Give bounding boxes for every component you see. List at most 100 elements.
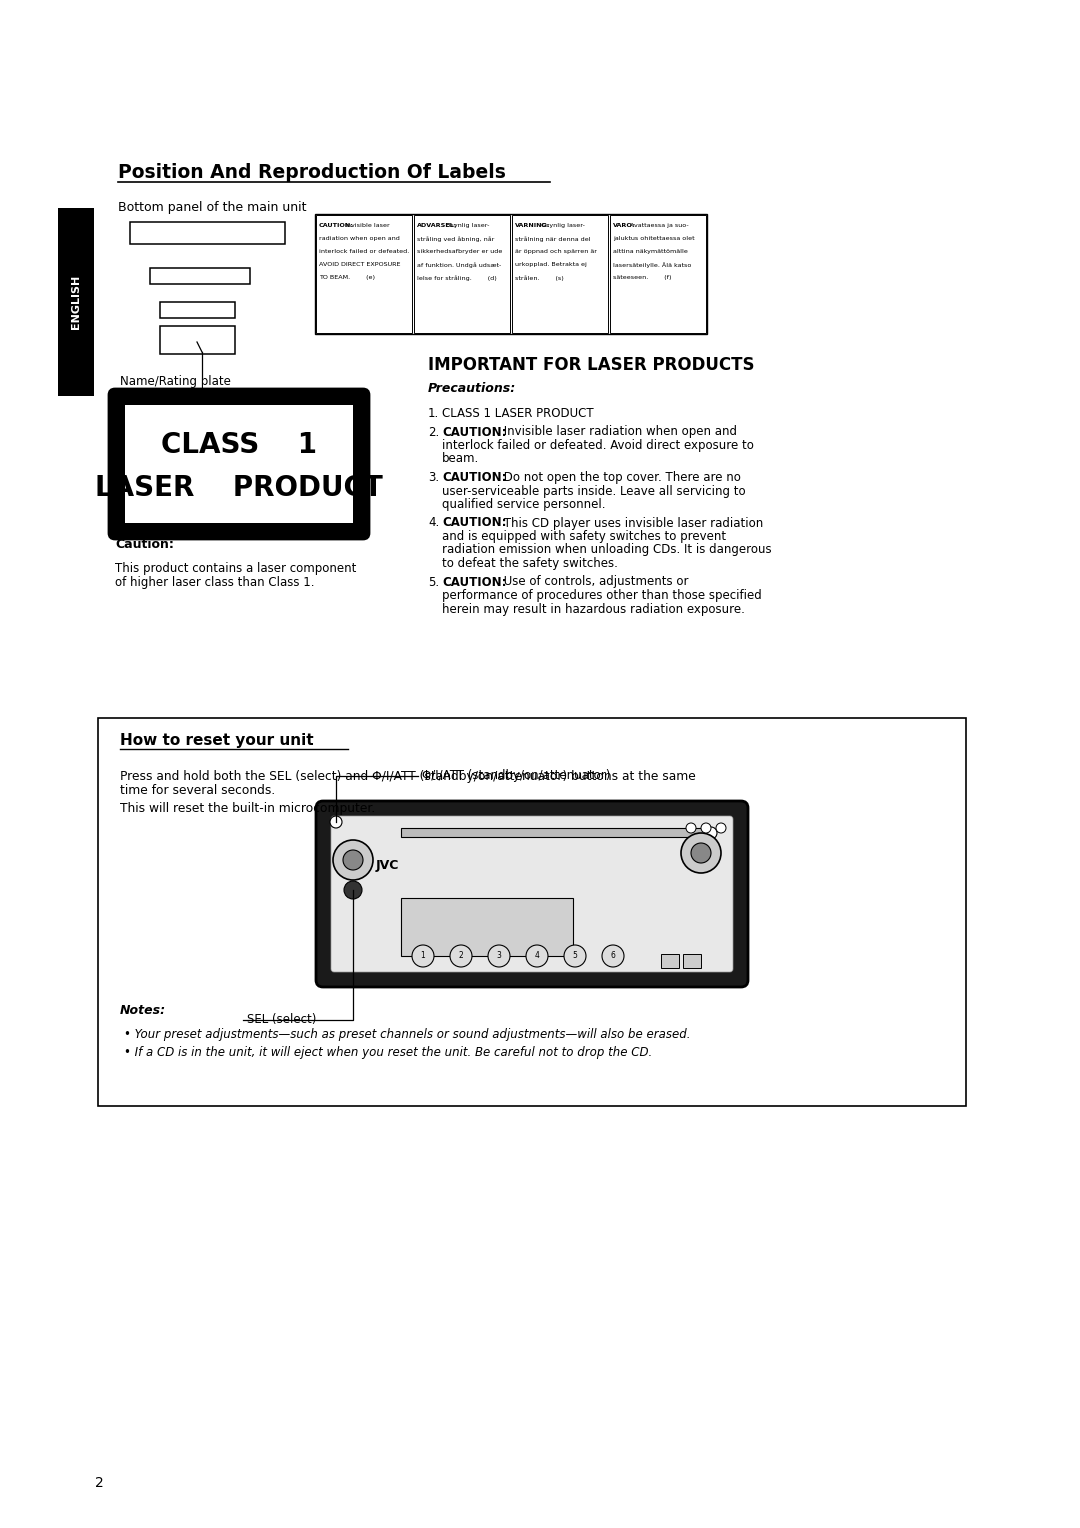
Text: user-serviceable parts inside. Leave all servicing to: user-serviceable parts inside. Leave all…	[442, 484, 745, 498]
Text: How to reset your unit: How to reset your unit	[120, 732, 313, 747]
Text: • Your preset adjustments—such as preset channels or sound adjustments—will also: • Your preset adjustments—such as preset…	[124, 1028, 690, 1041]
Text: Notes:: Notes:	[120, 1004, 166, 1016]
Text: CLASS    1: CLASS 1	[161, 431, 318, 458]
Text: strålen.        (s): strålen. (s)	[515, 275, 564, 281]
Bar	[316, 215, 411, 333]
Text: 3.: 3.	[428, 471, 440, 484]
Text: ADVARSEL:: ADVARSEL:	[417, 223, 457, 228]
Text: lasersäteilylle. Älä katso: lasersäteilylle. Älä katso	[613, 261, 691, 267]
Text: strålning när denna del: strålning när denna del	[515, 235, 591, 241]
Text: time for several seconds.: time for several seconds.	[120, 784, 275, 798]
Text: interlock failed or defeated.: interlock failed or defeated.	[319, 249, 409, 254]
Text: 5.: 5.	[428, 576, 440, 588]
Circle shape	[691, 843, 711, 863]
Bar	[125, 405, 353, 523]
Text: radiation emission when unloading CDs. It is dangerous: radiation emission when unloading CDs. I…	[442, 544, 771, 556]
Text: Φ/I/ATT (standby/on/attenuator): Φ/I/ATT (standby/on/attenuator)	[422, 770, 610, 782]
Text: Avattaessa ja suo-: Avattaessa ja suo-	[627, 223, 689, 228]
Circle shape	[686, 824, 696, 833]
Circle shape	[526, 944, 548, 967]
Text: Osynlig laser-: Osynlig laser-	[539, 223, 585, 228]
Circle shape	[564, 944, 586, 967]
Text: Use of controls, adjustments or: Use of controls, adjustments or	[500, 576, 689, 588]
Text: radiation when open and: radiation when open and	[319, 235, 400, 241]
Text: Bottom panel of the main unit: Bottom panel of the main unit	[118, 202, 307, 214]
Text: AVOID DIRECT EXPOSURE: AVOID DIRECT EXPOSURE	[319, 261, 401, 267]
Text: CAUTION:: CAUTION:	[442, 425, 507, 439]
Text: • If a CD is in the unit, it will eject when you reset the unit. Be careful not : • If a CD is in the unit, it will eject …	[124, 1047, 652, 1059]
Text: IMPORTANT FOR LASER PRODUCTS: IMPORTANT FOR LASER PRODUCTS	[428, 356, 755, 374]
Text: 2: 2	[459, 952, 463, 961]
Text: 2.: 2.	[428, 425, 440, 439]
Text: 4: 4	[535, 952, 539, 961]
Text: säteeseen.        (f): säteeseen. (f)	[613, 275, 672, 280]
Circle shape	[330, 816, 342, 828]
Bar	[661, 953, 679, 969]
Text: CAUTION:: CAUTION:	[442, 516, 507, 530]
Text: JVC: JVC	[376, 859, 400, 872]
Text: performance of procedures other than those specified: performance of procedures other than tho…	[442, 588, 761, 602]
Text: Invisible laser radiation when open and: Invisible laser radiation when open and	[500, 425, 737, 439]
Text: stråling ved åbning, når: stråling ved åbning, når	[417, 235, 495, 241]
Text: 4.: 4.	[428, 516, 440, 530]
Text: VARNING:: VARNING:	[515, 223, 551, 228]
Circle shape	[450, 944, 472, 967]
Text: TO BEAM.        (e): TO BEAM. (e)	[319, 275, 375, 280]
Text: Position And Reproduction Of Labels: Position And Reproduction Of Labels	[118, 162, 505, 182]
Circle shape	[411, 944, 434, 967]
Text: af funktion. Undgå udsæt-: af funktion. Undgå udsæt-	[417, 261, 501, 267]
Text: Precautions:: Precautions:	[428, 382, 516, 396]
Text: CAUTION:: CAUTION:	[442, 471, 507, 484]
Text: Usynlig laser-: Usynlig laser-	[444, 223, 489, 228]
Circle shape	[343, 850, 363, 869]
FancyBboxPatch shape	[330, 816, 733, 972]
Text: 2: 2	[95, 1476, 104, 1490]
Text: jaluktus ohitettaessa olet: jaluktus ohitettaessa olet	[613, 235, 694, 241]
Circle shape	[345, 882, 362, 898]
Bar	[683, 953, 701, 969]
Bar	[160, 325, 235, 354]
Text: Press and hold both the SEL (select) and Φ/I/ATT (standby/on/attenuator) buttons: Press and hold both the SEL (select) and…	[120, 770, 696, 782]
Text: Invisible laser: Invisible laser	[343, 223, 390, 228]
Text: to defeat the safety switches.: to defeat the safety switches.	[442, 558, 618, 570]
Text: This CD player uses invisible laser radiation: This CD player uses invisible laser radi…	[500, 516, 764, 530]
Bar	[512, 215, 608, 333]
Text: Do not open the top cover. There are no: Do not open the top cover. There are no	[500, 471, 741, 484]
Text: sikkerhedsafbryder er ude: sikkerhedsafbryder er ude	[417, 249, 502, 254]
Text: herein may result in hazardous radiation exposure.: herein may result in hazardous radiation…	[442, 602, 745, 616]
Circle shape	[681, 833, 721, 872]
Text: qualified service personnel.: qualified service personnel.	[442, 498, 606, 510]
Bar	[414, 215, 510, 333]
Text: LASER    PRODUCT: LASER PRODUCT	[95, 474, 383, 503]
Bar	[610, 215, 706, 333]
Circle shape	[602, 944, 624, 967]
Circle shape	[716, 824, 726, 833]
Circle shape	[488, 944, 510, 967]
Text: lelse for stråling.        (d): lelse for stråling. (d)	[417, 275, 497, 281]
Text: ENGLISH: ENGLISH	[71, 275, 81, 329]
Text: and is equipped with safety switches to prevent: and is equipped with safety switches to …	[442, 530, 726, 542]
Bar	[130, 222, 285, 244]
Text: CAUTION:: CAUTION:	[319, 223, 354, 228]
Text: är öppnad och spärren är: är öppnad och spärren är	[515, 249, 597, 254]
Text: This will reset the built-in microcomputer.: This will reset the built-in microcomput…	[120, 802, 375, 814]
Bar	[150, 267, 249, 284]
Text: interlock failed or defeated. Avoid direct exposure to: interlock failed or defeated. Avoid dire…	[442, 439, 754, 452]
Circle shape	[701, 824, 711, 833]
Text: urkopplad. Betrakta ej: urkopplad. Betrakta ej	[515, 261, 586, 267]
Bar	[98, 718, 966, 1106]
Circle shape	[705, 827, 717, 839]
Bar	[315, 214, 707, 335]
Bar	[401, 898, 573, 957]
Circle shape	[333, 840, 373, 880]
Text: CLASS 1 LASER PRODUCT: CLASS 1 LASER PRODUCT	[442, 406, 594, 420]
Text: beam.: beam.	[442, 452, 480, 466]
Bar	[58, 208, 94, 396]
Text: Name/Rating plate: Name/Rating plate	[120, 374, 231, 388]
Text: 6: 6	[610, 952, 616, 961]
Text: 3: 3	[497, 952, 501, 961]
Text: 5: 5	[572, 952, 578, 961]
Text: CAUTION:: CAUTION:	[442, 576, 507, 588]
Text: of higher laser class than Class 1.: of higher laser class than Class 1.	[114, 576, 314, 588]
Bar	[160, 303, 235, 318]
